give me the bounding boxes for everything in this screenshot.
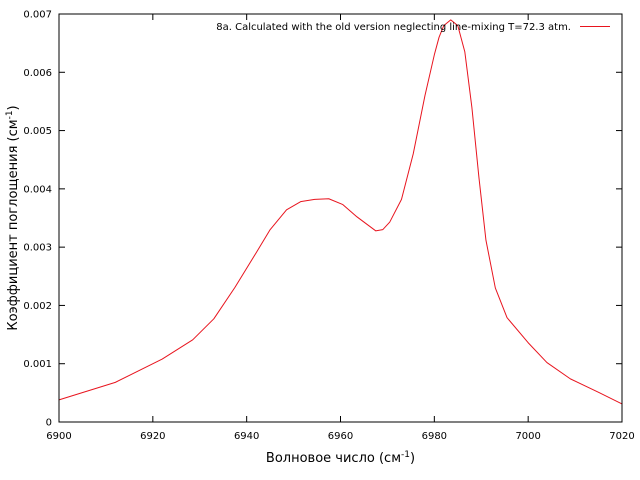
x-tick-label: 7000 xyxy=(515,431,540,442)
y-tick-label: 0.001 xyxy=(23,359,52,370)
x-axis-label-sup: -1 xyxy=(401,450,410,460)
x-axis-label-end: ) xyxy=(410,451,415,466)
x-tick-label: 6900 xyxy=(46,431,71,442)
x-axis-label: Волновое число (см-1) xyxy=(266,450,415,466)
x-tick-label: 6980 xyxy=(422,431,447,442)
y-tick-label: 0.004 xyxy=(23,184,52,195)
legend: 8a. Calculated with the old version negl… xyxy=(216,22,610,33)
y-tick-label: 0.003 xyxy=(23,243,52,254)
y-axis-label-sup: -1 xyxy=(5,110,15,119)
legend-entry-label: 8a. Calculated with the old version negl… xyxy=(216,22,571,33)
y-axis-label-end: ) xyxy=(6,105,21,110)
y-axis-label-main: Коэффициент поглощения (см xyxy=(6,119,21,330)
x-tick-label: 6940 xyxy=(234,431,259,442)
series-line-0 xyxy=(58,19,623,405)
y-tick-label: 0.007 xyxy=(23,10,52,21)
plot-frame xyxy=(58,13,623,423)
tick-labels-layer: 6900 6920 6940 6960 6980 7000 7020 0 0.001 0.002 0… xyxy=(23,10,634,443)
y-tick-label: 0 xyxy=(46,418,52,429)
y-tick-label: 0.005 xyxy=(23,126,52,137)
ticks-layer xyxy=(58,13,623,423)
x-tick-label: 7020 xyxy=(609,431,634,442)
x-tick-label: 6960 xyxy=(328,431,353,442)
y-axis-label: Коэффициент поглощения (см-1) xyxy=(5,105,21,330)
x-axis-label-main: Волновое число (см xyxy=(266,451,401,466)
series-layer xyxy=(58,19,623,405)
x-tick-label: 6920 xyxy=(140,431,165,442)
y-tick-label: 0.002 xyxy=(23,301,52,312)
y-tick-label: 0.006 xyxy=(23,68,52,79)
